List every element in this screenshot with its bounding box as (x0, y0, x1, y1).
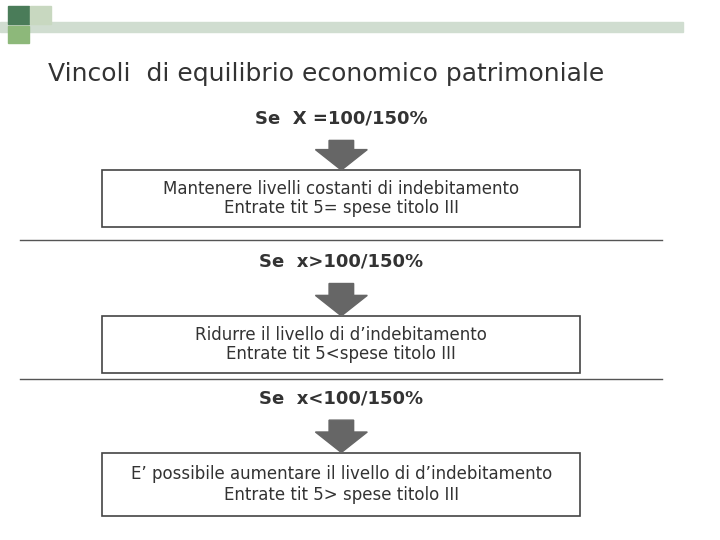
Text: Entrate tit 5= spese titolo III: Entrate tit 5= spese titolo III (224, 199, 459, 217)
Polygon shape (315, 140, 367, 170)
Bar (0, 22, 683, 32)
Text: Se  X =100/150%: Se X =100/150% (255, 110, 428, 128)
Bar (8, 26, 29, 43)
Text: Se  x<100/150%: Se x<100/150% (259, 389, 423, 408)
Polygon shape (315, 420, 367, 453)
Text: Entrate tit 5> spese titolo III: Entrate tit 5> spese titolo III (224, 486, 459, 504)
Text: Ridurre il livello di d’indebitamento: Ridurre il livello di d’indebitamento (195, 326, 487, 343)
Bar (8, 6, 29, 24)
Polygon shape (315, 284, 367, 316)
Text: E’ possibile aumentare il livello di d’indebitamento: E’ possibile aumentare il livello di d’i… (131, 464, 552, 483)
Bar (30, 6, 50, 24)
Text: Se  x>100/150%: Se x>100/150% (259, 253, 423, 271)
FancyBboxPatch shape (102, 170, 580, 227)
Text: Mantenere livelli costanti di indebitamento: Mantenere livelli costanti di indebitame… (163, 180, 519, 198)
Text: Vincoli  di equilibrio economico patrimoniale: Vincoli di equilibrio economico patrimon… (48, 62, 604, 86)
FancyBboxPatch shape (102, 453, 580, 516)
FancyBboxPatch shape (102, 316, 580, 373)
Text: Entrate tit 5<spese titolo III: Entrate tit 5<spese titolo III (226, 345, 456, 363)
